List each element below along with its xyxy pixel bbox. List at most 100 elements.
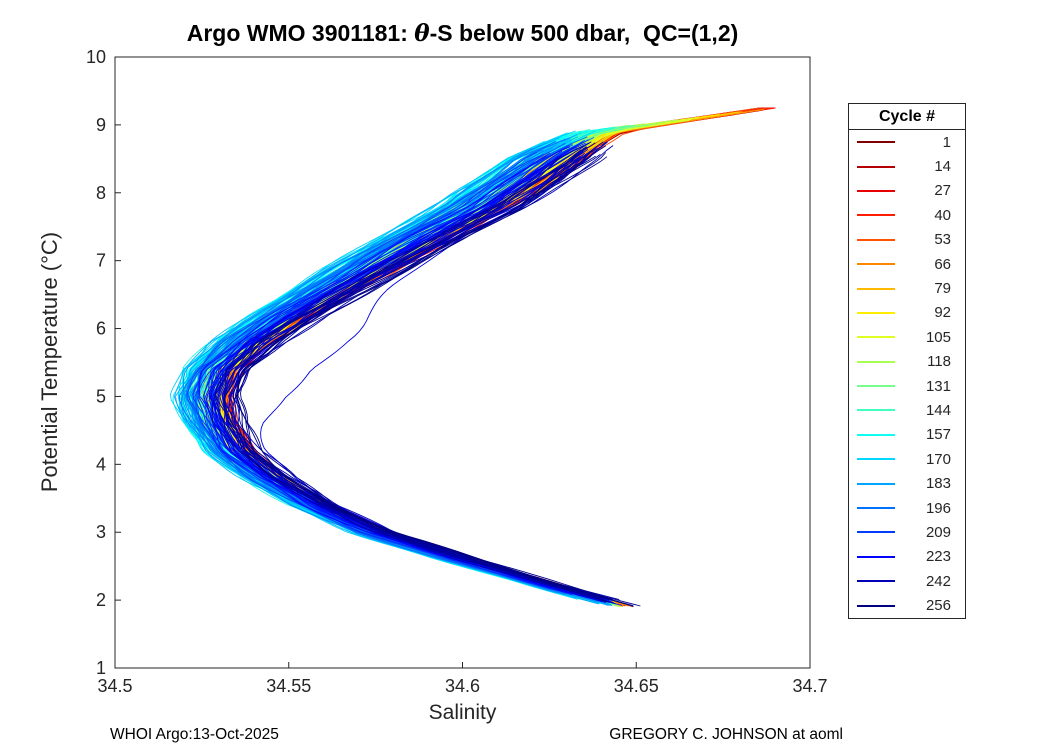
legend-line-sample xyxy=(857,580,895,583)
profile-curve-cycle-135 xyxy=(195,125,634,600)
profile-curve-cycle-216 xyxy=(218,142,612,603)
profile-curve-cycle-248 xyxy=(223,142,616,604)
profile-curve-cycle-153 xyxy=(200,130,611,606)
legend-entry-label: 144 xyxy=(925,401,951,419)
legend-line-sample xyxy=(857,360,895,363)
profile-curve-cycle-252 xyxy=(223,146,609,603)
legend-line-sample xyxy=(857,458,895,461)
profile-curve-cycle-70 xyxy=(206,123,656,592)
legend-entry-256: 256 xyxy=(849,593,965,617)
profile-curve-cycle-72 xyxy=(207,120,676,606)
profile-curve-cycle-96 xyxy=(208,129,612,593)
profile-curve-cycle-80 xyxy=(209,118,695,602)
profile-curve-cycle-255 xyxy=(235,145,607,591)
profile-curve-cycle-219 xyxy=(214,150,584,596)
legend-entry-label: 79 xyxy=(934,280,951,298)
profile-curve-cycle-97 xyxy=(211,124,653,601)
y-tick-label: 6 xyxy=(96,319,106,339)
profile-curve-cycle-105 xyxy=(209,117,698,597)
title-suffix: -S below 500 dbar, QC=(1,2) xyxy=(429,20,739,46)
legend-line-sample xyxy=(857,482,895,485)
x-axis-ticks: 34.5 34.55 34.6 34.65 34.7 xyxy=(97,662,828,696)
profile-curve-cycle-221 xyxy=(211,157,581,596)
legend-entry-157: 157 xyxy=(849,423,965,447)
profile-curve-cycle-120 xyxy=(206,119,679,599)
profile-curve-cycle-119 xyxy=(188,123,642,608)
profile-curve-cycle-180 xyxy=(173,137,609,607)
footer-left-text: WHOI Argo:13-Oct-2025 xyxy=(110,726,279,743)
legend-line-sample xyxy=(857,287,895,290)
profile-curve-cycle-110 xyxy=(204,130,609,602)
profile-curve-cycle-76 xyxy=(213,124,650,588)
profile-curve-cycle-23 xyxy=(198,107,763,605)
legend-entry-183: 183 xyxy=(849,471,965,495)
profile-curve-cycle-148 xyxy=(198,127,613,596)
x-tick-label: 34.7 xyxy=(792,676,827,696)
legend-line-sample xyxy=(857,141,895,144)
profile-curve-cycle-218 xyxy=(210,153,579,593)
profile-curve-cycle-237 xyxy=(232,147,596,597)
legend-line-sample xyxy=(857,263,895,266)
legend-entry-label: 209 xyxy=(925,523,951,541)
profile-curve-cycle-213 xyxy=(192,145,592,599)
profile-curve-cycle-69 xyxy=(217,123,665,595)
legend-entry-label: 27 xyxy=(934,182,951,200)
y-tick-label: 9 xyxy=(96,115,106,135)
legend-entry-53: 53 xyxy=(849,228,965,252)
profile-curve-cycle-206 xyxy=(194,151,561,591)
profile-curve-cycle-224 xyxy=(222,146,588,589)
profile-curve-cycle-101 xyxy=(210,127,623,589)
y-tick-label: 3 xyxy=(96,522,106,542)
legend-entry-1: 1 xyxy=(849,130,965,154)
footer-right-text: GREGORY C. JOHNSON at aoml xyxy=(609,726,843,743)
profile-curve-cycle-114 xyxy=(197,119,680,604)
legend-entry-label: 14 xyxy=(934,158,951,176)
profile-curve-cycle-246 xyxy=(230,141,611,601)
profile-curve-cycle-98 xyxy=(199,119,675,596)
profile-curve-cycle-107 xyxy=(197,124,641,603)
profile-curve-cycle-204 xyxy=(209,147,613,602)
legend-entry-40: 40 xyxy=(849,203,965,227)
profile-curve-cycle-93 xyxy=(222,129,630,603)
profile-curve-cycle-77 xyxy=(211,121,674,604)
profile-curve-cycle-52 xyxy=(201,117,688,588)
profile-curve-cycle-234 xyxy=(209,141,593,598)
legend-entry-label: 53 xyxy=(934,231,951,249)
profile-curve-cycle-62 xyxy=(202,120,672,607)
profile-curve-cycle-115 xyxy=(200,129,603,604)
legend-entry-144: 144 xyxy=(849,398,965,422)
y-tick-label: 2 xyxy=(96,590,106,610)
profile-curve-cycle-211 xyxy=(208,139,589,591)
legend-line-sample xyxy=(857,604,895,607)
profile-curve-cycle-95 xyxy=(207,129,609,596)
profile-curve-cycle-223 xyxy=(208,142,614,603)
profile-curve-cycle-247 xyxy=(214,156,599,598)
profile-curve-cycle-147 xyxy=(194,128,618,605)
profile-curve-cycle-209 xyxy=(203,147,617,605)
profile-curve-cycle-203 xyxy=(217,137,595,596)
title-theta-symbol: θ xyxy=(414,20,430,47)
legend-line-sample xyxy=(857,165,895,168)
legend-entry-label: 40 xyxy=(934,206,951,224)
legend-entry-79: 79 xyxy=(849,276,965,300)
legend-line-sample xyxy=(857,409,895,412)
profile-curve-cycle-233 xyxy=(221,151,596,588)
profile-curve-cycle-199 xyxy=(195,149,591,598)
profile-curve-cycle-66 xyxy=(197,123,645,607)
profile-curve-cycle-232 xyxy=(212,156,603,603)
legend-entry-242: 242 xyxy=(849,569,965,593)
legend-entry-label: 1 xyxy=(942,133,951,151)
profile-curve-cycle-79 xyxy=(216,125,654,597)
profile-curve-cycle-56 xyxy=(204,116,703,598)
legend-entry-92: 92 xyxy=(849,301,965,325)
legend-entry-label: 170 xyxy=(925,450,951,468)
profile-curve-cycle-17 xyxy=(204,113,721,589)
profile-curve-cycle-240 xyxy=(228,141,607,600)
profile-curve-cycle-208 xyxy=(187,153,592,600)
profile-curve-cycle-68 xyxy=(203,115,710,607)
profile-curve-cycle-207 xyxy=(211,140,588,599)
profile-curve-cycle-31 xyxy=(206,107,763,594)
x-tick-label: 34.6 xyxy=(445,676,480,696)
profile-curve-cycle-245 xyxy=(211,154,602,600)
